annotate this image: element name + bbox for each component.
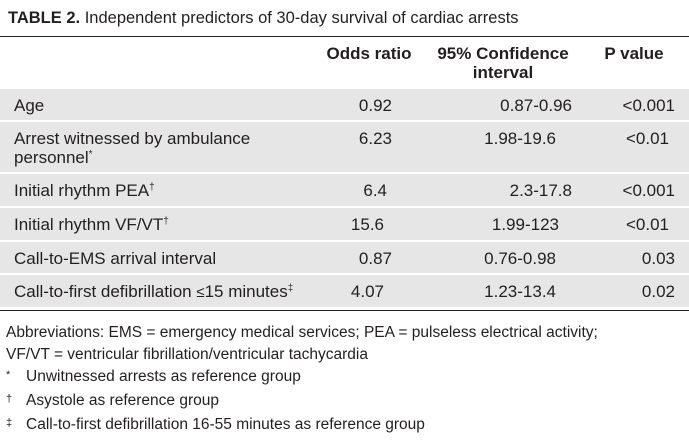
row-label: Call-to-first defibrillation ≤15 minutes… <box>14 282 294 301</box>
footnote: ‡ Call-to-first defibrillation 16-55 min… <box>6 414 686 438</box>
row-p-value: <0.001 <box>622 96 675 115</box>
header-ci-line2: interval <box>472 63 534 82</box>
footnote-marker: ‡ <box>287 283 294 294</box>
row-label-line2: personnel* <box>14 148 93 167</box>
row-label: Initial rhythm VF/VT† <box>14 215 169 234</box>
footnote-mark: † <box>6 393 13 405</box>
table-notes: Abbreviations: EMS = emergency medical s… <box>6 322 686 438</box>
table-row: Age 0.92 0.87-0.96 <0.001 <box>0 87 689 120</box>
footnote-marker: † <box>149 182 155 193</box>
header-confidence-interval: 95% Confidence interval <box>428 44 578 82</box>
header-ci-line1: 95% Confidence <box>437 44 569 63</box>
row-odds-ratio: 15.6 <box>350 215 384 234</box>
table-title-label: TABLE 2. <box>8 9 81 27</box>
footnote-text: Call-to-first defibrillation 16-55 minut… <box>26 416 425 433</box>
abbreviations-line2: VF/VT = ventricular fibrillation/ventric… <box>6 346 368 363</box>
table-row: Call-to-first defibrillation ≤15 minutes… <box>0 273 689 307</box>
footnote-mark: ‡ <box>6 417 13 429</box>
header-p-value: P value <box>604 44 664 63</box>
row-label: Call-to-EMS arrival interval <box>14 249 217 268</box>
footnote-text: Asystole as reference group <box>26 392 219 409</box>
predictors-table: Odds ratio 95% Confidence interval P val… <box>0 36 689 307</box>
row-p-value: <0.01 <box>625 129 669 148</box>
footnote-marker: * <box>88 149 93 160</box>
row-label: Initial rhythm PEA† <box>14 181 155 200</box>
table-row: Initial rhythm VF/VT† 15.6 1.99-123 <0.0… <box>0 206 689 240</box>
row-odds-ratio: 0.87 <box>358 249 392 268</box>
table-title-text: Independent predictors of 30-day surviva… <box>84 9 519 27</box>
row-ci: 0.76-0.98 <box>484 249 556 268</box>
footnote: * Unwitnessed arrests as reference group <box>6 366 686 390</box>
row-ci: 0.87-0.96 <box>500 96 572 115</box>
row-p-value: <0.001 <box>622 181 675 200</box>
row-ci: 1.23-13.4 <box>484 282 556 301</box>
row-p-value: 0.03 <box>641 249 675 268</box>
row-odds-ratio: 0.92 <box>358 96 392 115</box>
row-p-value: <0.01 <box>625 215 669 234</box>
row-odds-ratio: 4.07 <box>350 282 384 301</box>
abbreviations-line1: Abbreviations: EMS = emergency medical s… <box>6 324 598 341</box>
table-bottom-rule <box>0 310 689 311</box>
row-label-line1: Arrest witnessed by ambulance <box>14 129 251 148</box>
row-ci: 2.3-17.8 <box>509 181 572 200</box>
table-title: TABLE 2. Independent predictors of 30-da… <box>8 6 519 30</box>
table-header: Odds ratio 95% Confidence interval P val… <box>0 37 689 87</box>
footnote-text: Unwitnessed arrests as reference group <box>26 368 301 385</box>
header-odds-ratio: Odds ratio <box>326 44 412 63</box>
row-odds-ratio: 6.23 <box>358 129 392 148</box>
row-label: Arrest witnessed by ambulance personnel* <box>14 129 250 167</box>
table-row: Arrest witnessed by ambulance personnel*… <box>0 120 689 172</box>
row-p-value: 0.02 <box>641 282 675 301</box>
footnote-mark: * <box>6 369 11 381</box>
row-odds-ratio: 6.4 <box>363 181 387 200</box>
footnote-marker: † <box>163 216 169 227</box>
row-label: Age <box>14 96 45 115</box>
table-row: Call-to-EMS arrival interval 0.87 0.76-0… <box>0 240 689 273</box>
row-ci: 1.99-123 <box>491 215 559 234</box>
footnote: † Asystole as reference group <box>6 390 686 414</box>
table-row: Initial rhythm PEA† 6.4 2.3-17.8 <0.001 <box>0 172 689 206</box>
row-ci: 1.98-19.6 <box>484 129 556 148</box>
